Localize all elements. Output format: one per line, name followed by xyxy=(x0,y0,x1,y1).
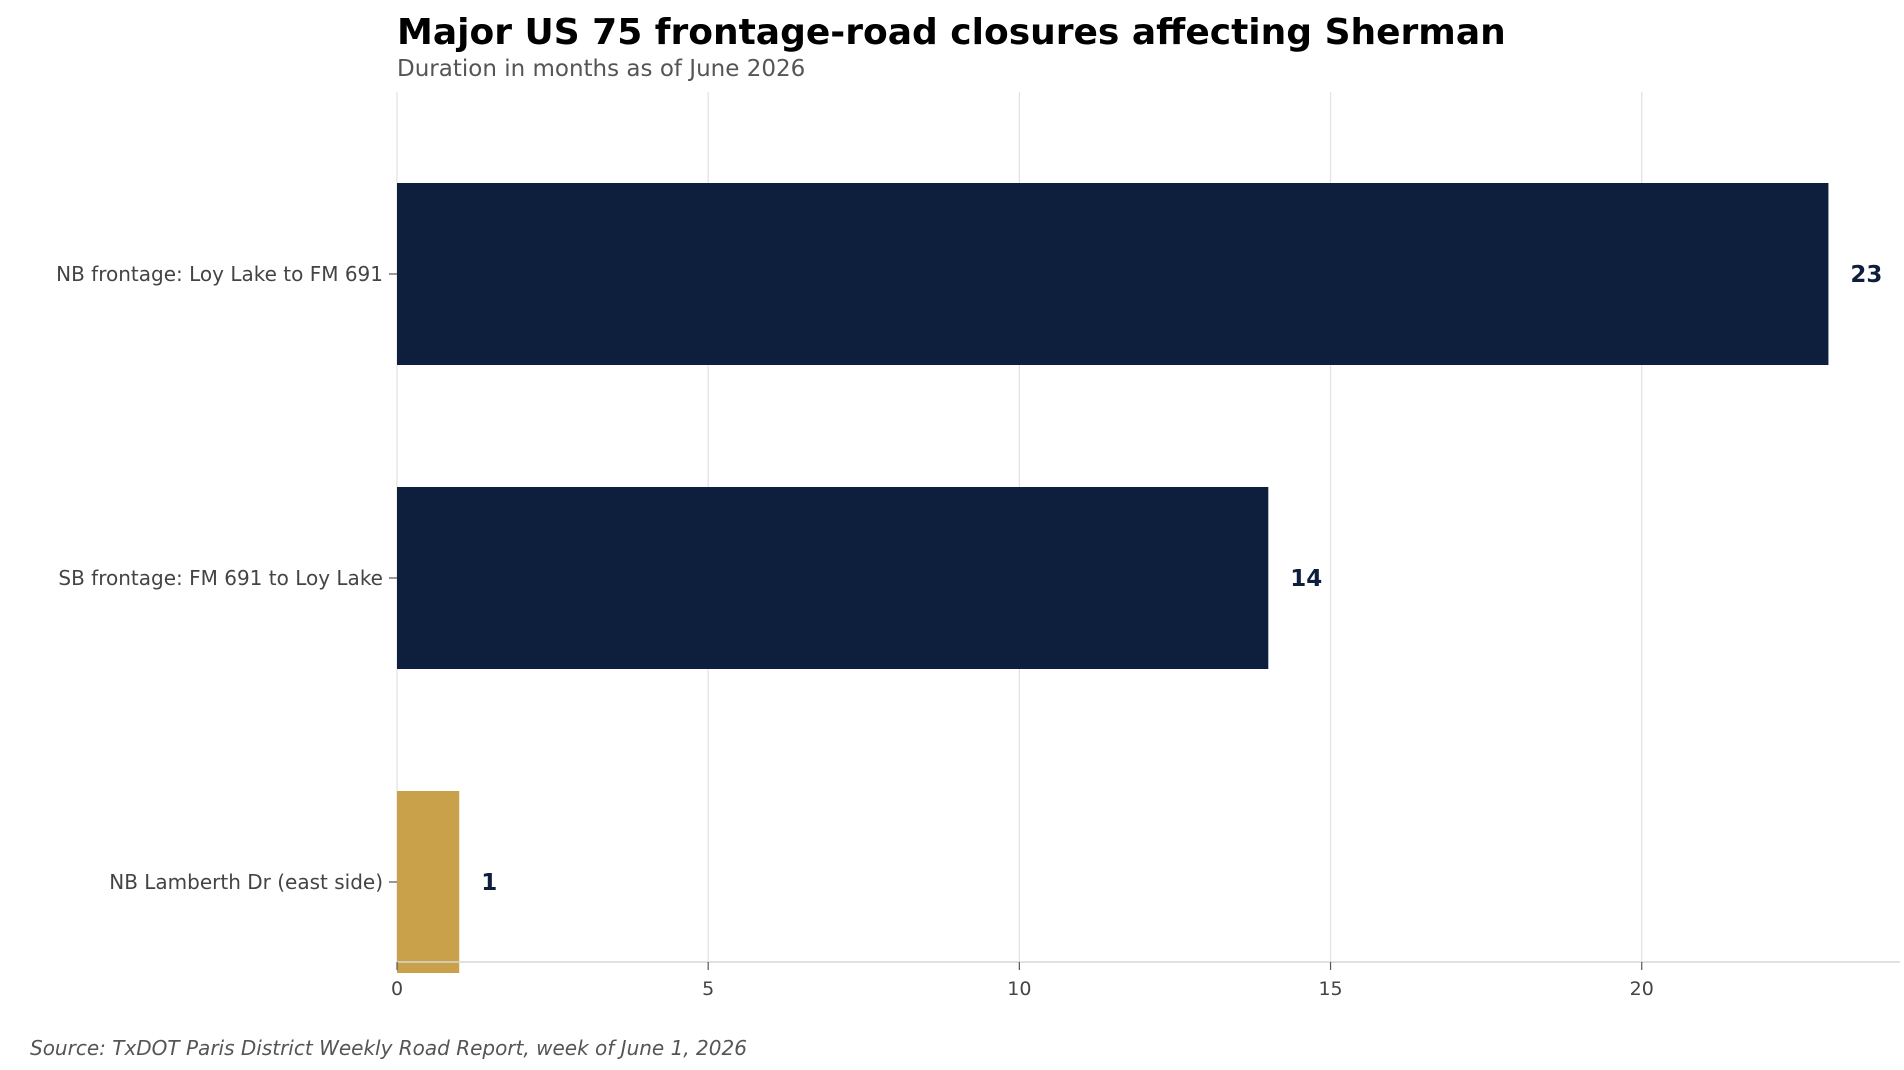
chart-subtitle: Duration in months as of June 2026 xyxy=(397,56,805,82)
value-label-1: 14 xyxy=(1290,566,1322,592)
bar-0 xyxy=(397,183,1829,365)
x-tick-label-1: 5 xyxy=(702,978,714,1000)
bars xyxy=(397,183,1829,973)
value-label-0: 23 xyxy=(1850,262,1882,288)
x-tick-label-0: 0 xyxy=(391,978,403,1000)
x-tick-label-2: 10 xyxy=(1007,978,1031,1000)
bar-1 xyxy=(397,487,1269,669)
x-axis-ticks: 0 5 10 15 20 xyxy=(391,962,1654,1000)
category-label-1: SB frontage: FM 691 to Loy Lake xyxy=(58,566,383,590)
category-label-0: NB frontage: Loy Lake to FM 691 xyxy=(56,262,383,286)
source-note: Source: TxDOT Paris District Weekly Road… xyxy=(30,1036,747,1060)
category-labels: NB frontage: Loy Lake to FM 691 SB fronta… xyxy=(56,262,397,894)
x-tick-label-4: 20 xyxy=(1630,978,1654,1000)
bar-2 xyxy=(397,791,460,973)
chart-title: Major US 75 frontage-road closures affec… xyxy=(397,12,1506,53)
value-labels: 23 14 1 xyxy=(481,262,1882,896)
value-label-2: 1 xyxy=(481,870,497,896)
category-label-2: NB Lamberth Dr (east side) xyxy=(109,870,383,894)
x-tick-label-3: 15 xyxy=(1318,978,1342,1000)
